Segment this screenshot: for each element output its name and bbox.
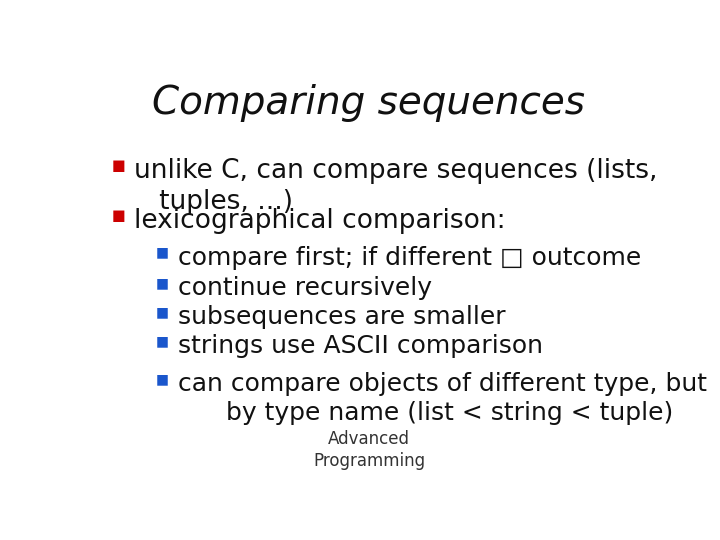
Text: compare first; if different □ outcome: compare first; if different □ outcome xyxy=(178,246,642,269)
Text: ■: ■ xyxy=(156,373,169,387)
Text: ■: ■ xyxy=(156,276,169,290)
Text: Comparing sequences: Comparing sequences xyxy=(153,84,585,122)
Text: lexicographical comparison:: lexicographical comparison: xyxy=(133,208,505,234)
Text: Advanced
Programming: Advanced Programming xyxy=(313,430,425,470)
Text: ■: ■ xyxy=(156,305,169,319)
Text: ■: ■ xyxy=(111,158,125,173)
Text: subsequences are smaller: subsequences are smaller xyxy=(178,305,505,329)
Text: ■: ■ xyxy=(156,246,169,260)
Text: ■: ■ xyxy=(156,334,169,348)
Text: ■: ■ xyxy=(111,208,125,223)
Text: strings use ASCII comparison: strings use ASCII comparison xyxy=(178,334,543,358)
Text: unlike C, can compare sequences (lists,
   tuples, ...): unlike C, can compare sequences (lists, … xyxy=(133,158,657,215)
Text: can compare objects of different type, but
      by type name (list < string < t: can compare objects of different type, b… xyxy=(178,373,707,425)
Text: continue recursively: continue recursively xyxy=(178,276,432,300)
